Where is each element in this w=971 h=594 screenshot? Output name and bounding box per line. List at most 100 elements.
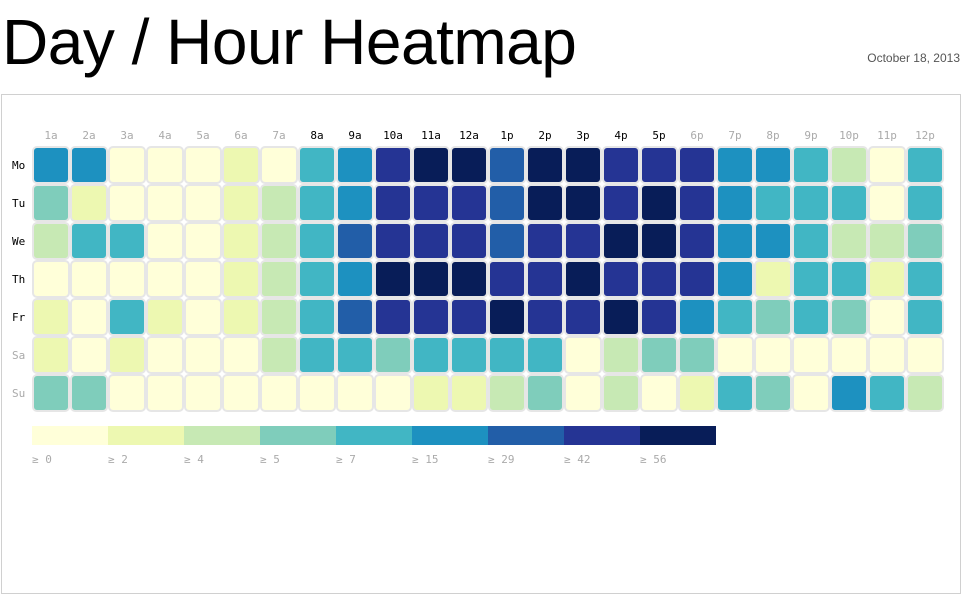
heatmap-cell [526, 260, 564, 298]
heatmap-cell [830, 374, 868, 412]
heatmap-cell [830, 222, 868, 260]
legend-label: ≥ 7 [336, 453, 356, 466]
heatmap-cell [336, 146, 374, 184]
heatmap-cell [716, 260, 754, 298]
heatmap-cell [716, 184, 754, 222]
heatmap-cell [640, 222, 678, 260]
legend-swatch [488, 426, 564, 445]
heatmap-cell [906, 260, 944, 298]
heatmap-cell [70, 298, 108, 336]
hour-label: 11p [877, 129, 897, 142]
heatmap-cell [260, 336, 298, 374]
heatmap-cell [374, 146, 412, 184]
heatmap-cell [906, 146, 944, 184]
legend-swatch [184, 426, 260, 445]
heatmap-cell [298, 374, 336, 412]
heatmap-cell [32, 260, 70, 298]
heatmap-cell [108, 184, 146, 222]
heatmap-cell [678, 222, 716, 260]
heatmap-cell [336, 184, 374, 222]
heatmap-cell [678, 374, 716, 412]
heatmap-cell [260, 146, 298, 184]
heatmap-cell [526, 146, 564, 184]
heatmap-cell [70, 336, 108, 374]
heatmap-cell [32, 336, 70, 374]
heatmap-cell [412, 146, 450, 184]
hour-label: 6a [234, 129, 247, 142]
heatmap-cell [450, 184, 488, 222]
heatmap-cell [678, 336, 716, 374]
heatmap-cell [146, 184, 184, 222]
heatmap-cell [868, 336, 906, 374]
heatmap-cell [450, 260, 488, 298]
hour-label: 7p [728, 129, 741, 142]
heatmap-cell [602, 184, 640, 222]
heatmap-cell [374, 184, 412, 222]
heatmap-cell [754, 222, 792, 260]
heatmap-cell [450, 374, 488, 412]
heatmap-chart: 1a 2a 3a 4a 5a 6a 7a 8a 9a 10a 11a 12a 1p 2p 3p 4p 5p 6p 7… [12, 129, 944, 466]
heatmap-cell [830, 146, 868, 184]
hour-label: 5a [196, 129, 209, 142]
heatmap-cell [374, 298, 412, 336]
hour-label: 12p [915, 129, 935, 142]
hour-label: 8a [310, 129, 323, 142]
heatmap-cell [260, 222, 298, 260]
heatmap-cell [754, 184, 792, 222]
heatmap-cell [564, 336, 602, 374]
heatmap-cell [602, 336, 640, 374]
heatmap-cell [716, 336, 754, 374]
legend-swatch [640, 426, 716, 445]
page-title: Day / Hour Heatmap [2, 6, 577, 78]
hour-label: 7a [272, 129, 285, 142]
heatmap-cell [184, 260, 222, 298]
heatmap-cell [146, 222, 184, 260]
heatmap-cell [868, 260, 906, 298]
heatmap-cell [906, 184, 944, 222]
heatmap-cell [488, 336, 526, 374]
hour-label: 2a [82, 129, 95, 142]
heatmap-cell [678, 260, 716, 298]
heatmap-cell [298, 222, 336, 260]
heatmap-cell [450, 298, 488, 336]
heatmap-cell [70, 222, 108, 260]
day-label: Th [12, 273, 25, 286]
legend-label: ≥ 42 [564, 453, 591, 466]
heatmap-cell [412, 374, 450, 412]
heatmap-cell [640, 374, 678, 412]
heatmap-cell [336, 298, 374, 336]
heatmap-cell [602, 146, 640, 184]
heatmap-cell [868, 184, 906, 222]
heatmap-cell [222, 374, 260, 412]
hour-label: 10p [839, 129, 859, 142]
heatmap-cell [184, 298, 222, 336]
legend-label: ≥ 56 [640, 453, 667, 466]
hour-label: 6p [690, 129, 703, 142]
heatmap-cell [488, 374, 526, 412]
heatmap-cell [32, 146, 70, 184]
heatmap-cell [906, 222, 944, 260]
heatmap-cell [640, 146, 678, 184]
heatmap-cell [450, 146, 488, 184]
heatmap-cell [32, 184, 70, 222]
heatmap-cell [336, 222, 374, 260]
heatmap-cell [412, 298, 450, 336]
heatmap-cell [526, 222, 564, 260]
heatmap-cell [108, 374, 146, 412]
hour-label: 1a [44, 129, 57, 142]
heatmap-cell [526, 336, 564, 374]
heatmap-cell [640, 184, 678, 222]
day-label: Tu [12, 197, 25, 210]
heatmap-cell [488, 146, 526, 184]
legend-swatch [564, 426, 640, 445]
heatmap-cell [260, 298, 298, 336]
hour-label: 9a [348, 129, 361, 142]
legend-swatch [32, 426, 108, 445]
heatmap-cell [374, 374, 412, 412]
heatmap-cell [298, 298, 336, 336]
heatmap-cell [336, 336, 374, 374]
heatmap-cell [146, 146, 184, 184]
day-label: Sa [12, 349, 25, 362]
heatmap-cell [412, 222, 450, 260]
heatmap-cell [830, 336, 868, 374]
